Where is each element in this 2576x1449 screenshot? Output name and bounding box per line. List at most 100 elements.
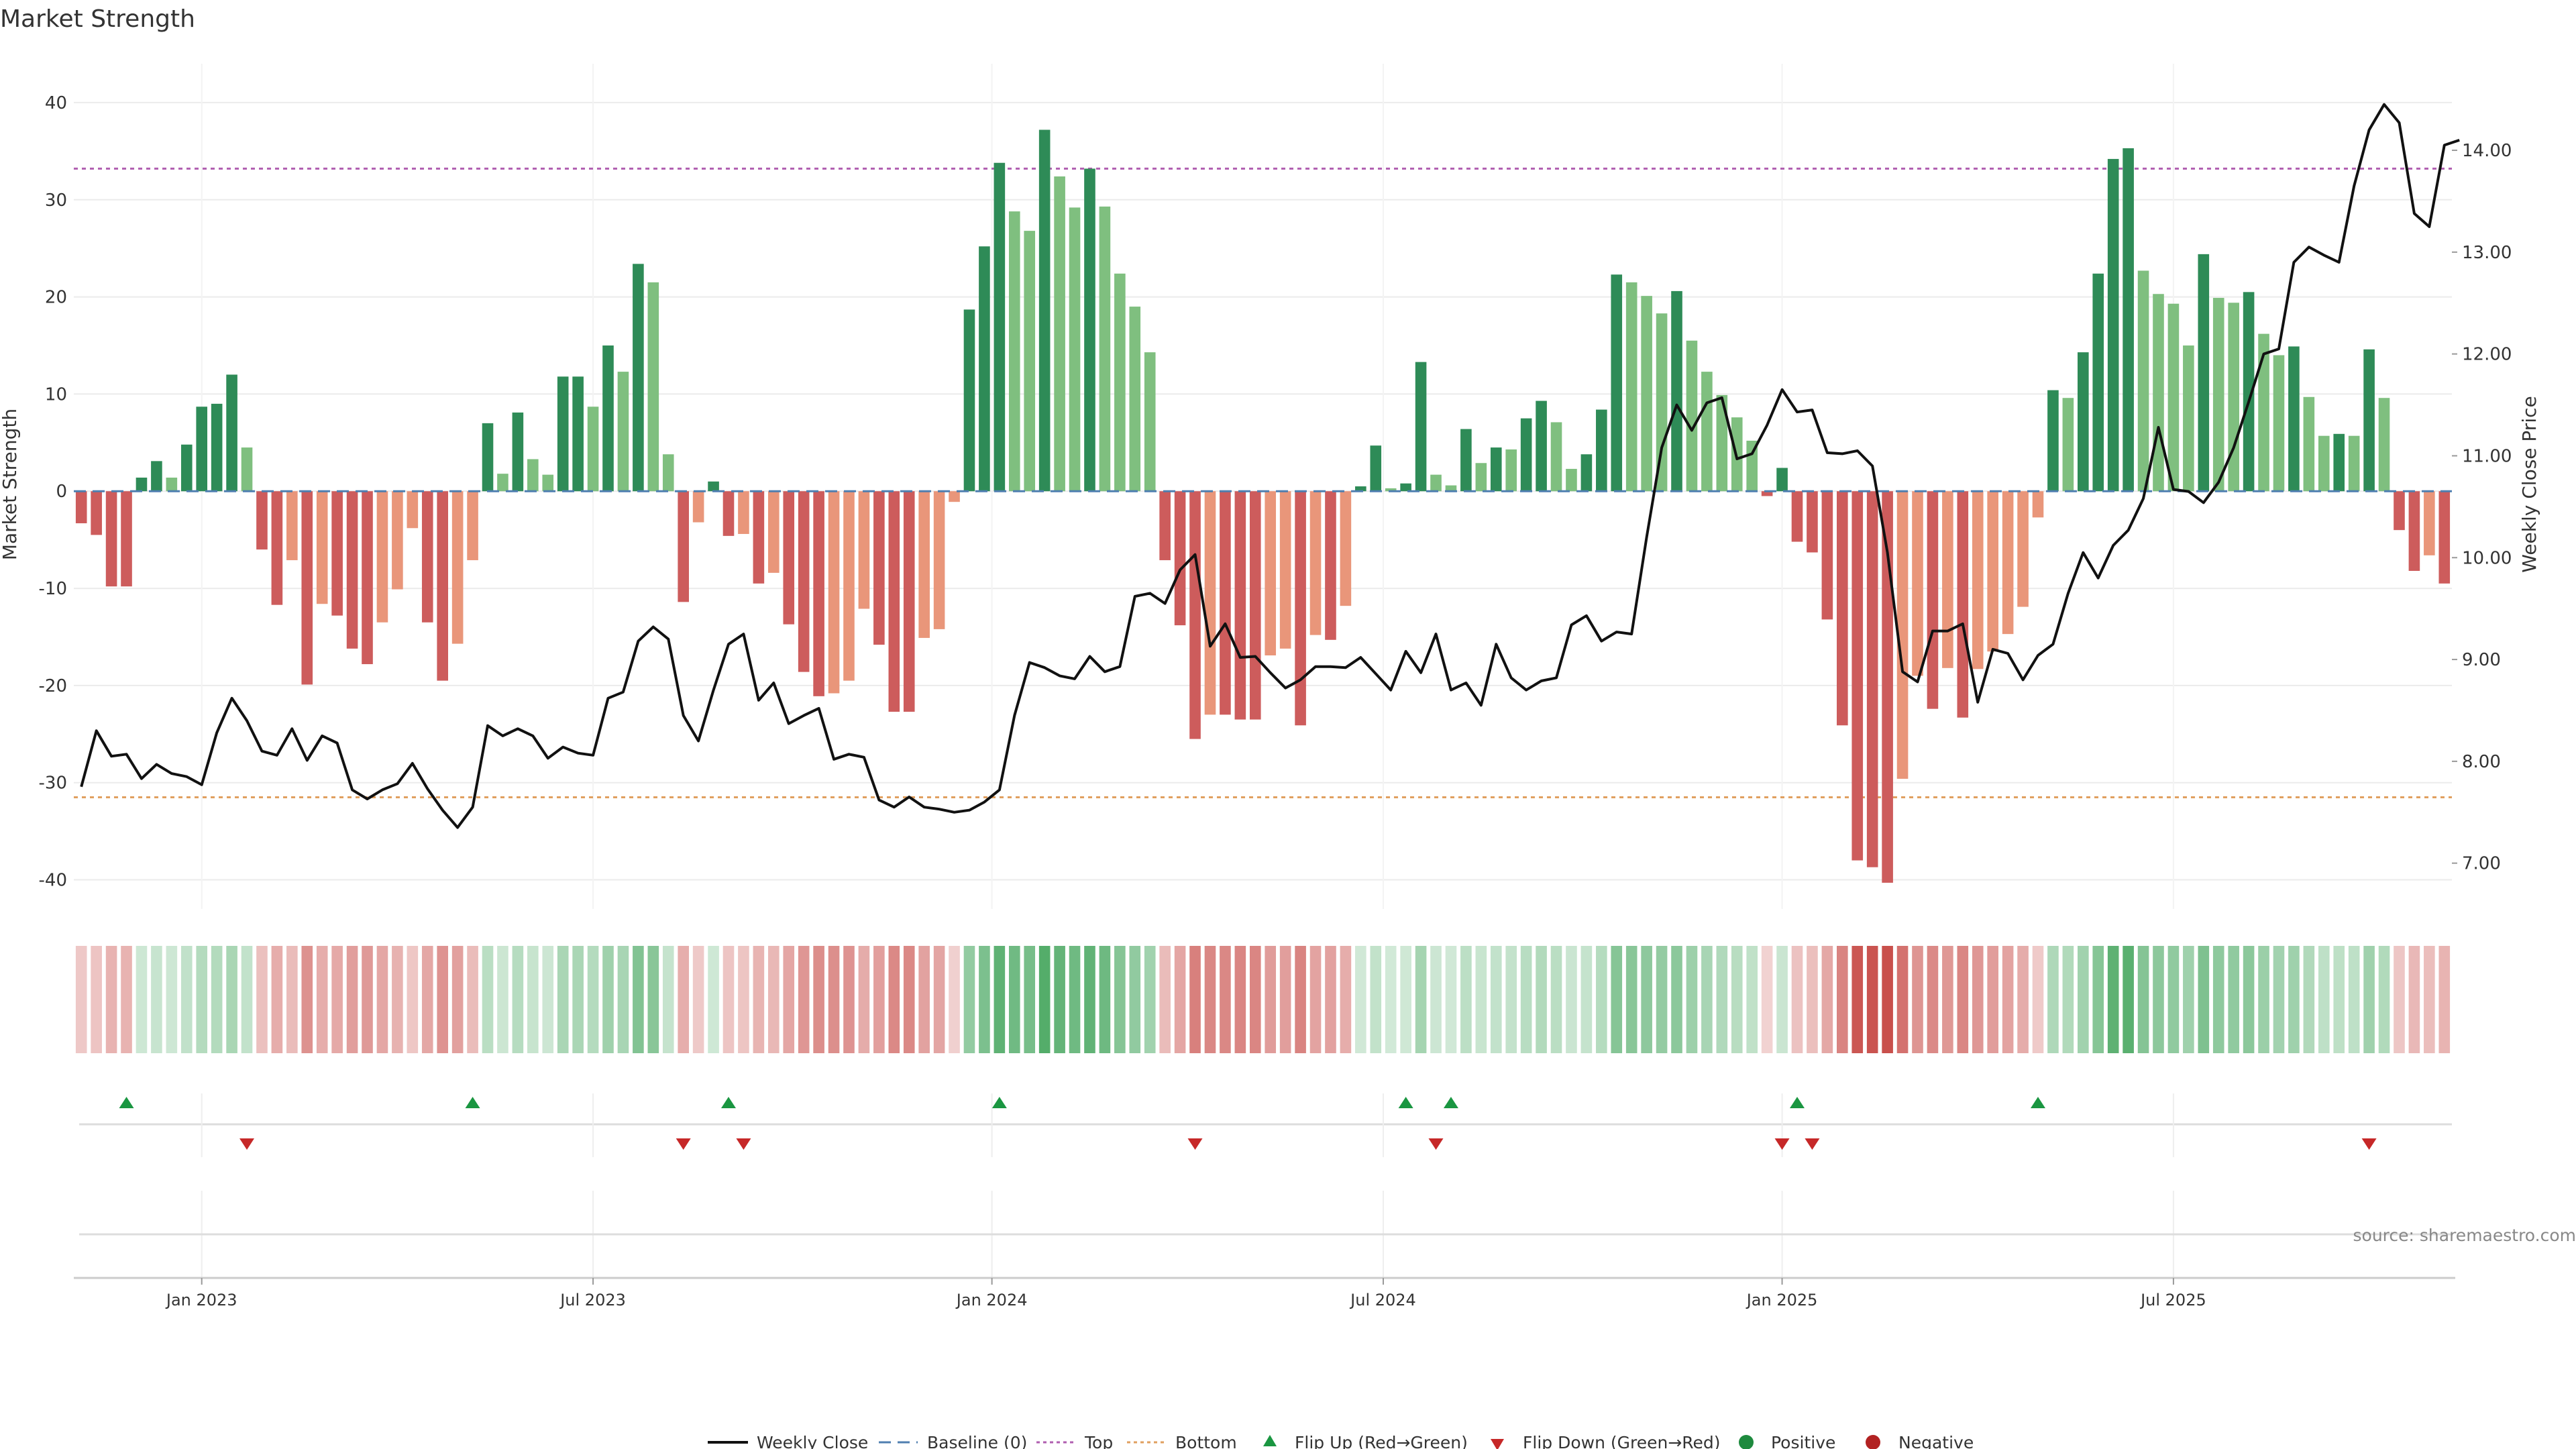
strength-bar: [166, 477, 178, 492]
heat-cell: [331, 946, 343, 1053]
strength-bar: [1174, 491, 1186, 626]
strength-bar: [542, 474, 554, 492]
strength-bar: [256, 491, 268, 550]
heat-cell: [572, 946, 584, 1053]
strength-bar: [136, 477, 148, 492]
heat-cell: [1580, 946, 1593, 1053]
heat-cell: [1851, 946, 1864, 1053]
heat-cell: [1520, 946, 1532, 1053]
heat-cell: [2062, 946, 2074, 1053]
heat-cell: [783, 946, 795, 1053]
heat-cell: [301, 946, 313, 1053]
strength-bar: [1309, 491, 1322, 635]
strength-bar: [2167, 303, 2180, 492]
strength-bar: [783, 491, 795, 625]
heat-cell: [121, 946, 132, 1053]
flip-up-marker: [1443, 1097, 1458, 1108]
strength-bar: [241, 447, 253, 492]
strength-bar: [2107, 158, 2119, 492]
right-y-tick-label: 8.00: [2462, 752, 2501, 772]
heat-cell: [467, 946, 478, 1053]
legend-bottom: Bottom: [1127, 1433, 1237, 1449]
strength-bar: [1716, 394, 1728, 492]
heat-cell: [316, 946, 328, 1053]
heat-cell: [2123, 946, 2134, 1053]
heat-cell: [2212, 946, 2224, 1053]
heat-cell: [888, 946, 900, 1053]
strength-bar: [1355, 486, 1366, 492]
heat-cell: [1265, 946, 1277, 1053]
left-y-tick-label: 20: [45, 288, 67, 308]
heat-cell: [617, 946, 629, 1053]
heat-cell: [2137, 946, 2149, 1053]
strength-bar: [1807, 491, 1818, 553]
heat-cell: [1295, 946, 1306, 1053]
heat-cell: [1008, 946, 1020, 1053]
strength-bar: [1625, 282, 1638, 492]
legend-flip-up-label: Flip Up (Red→Green): [1295, 1433, 1468, 1449]
strength-bar: [873, 491, 885, 645]
heat-cell: [738, 946, 749, 1053]
strength-bar: [2228, 303, 2239, 492]
strength-bar: [662, 454, 674, 492]
x-tick-label: Jul 2023: [559, 1291, 626, 1309]
heat-cell: [1761, 946, 1773, 1053]
heat-cell: [1445, 946, 1457, 1053]
strength-bar: [722, 491, 735, 536]
heat-cell: [1490, 946, 1502, 1053]
strength-bar: [1340, 491, 1352, 606]
strength-bar: [2408, 491, 2420, 571]
right-y-ticks: 14.00 13.00 12.00 11.00 10.00 9.00 8.00 7.00: [2452, 141, 2512, 874]
strength-bar: [1234, 491, 1246, 720]
heat-cell: [1038, 946, 1051, 1053]
strength-bar: [2153, 294, 2164, 492]
strength-bar: [888, 491, 900, 712]
strength-bar: [617, 372, 629, 492]
heat-cell: [1701, 946, 1713, 1053]
left-y-tick-label: 40: [45, 93, 67, 113]
heat-strip: [75, 946, 2451, 1053]
heat-cell: [662, 946, 674, 1053]
strength-bar: [557, 376, 569, 492]
legend-bottom-label: Bottom: [1175, 1433, 1237, 1449]
strength-bar: [2123, 148, 2134, 492]
strength-bar: [1791, 491, 1803, 542]
left-y-ticks: 40 30 20 10 0 -10 -20 -30 -40: [39, 93, 67, 891]
heat-cell: [1987, 946, 1998, 1053]
heat-cell: [2198, 946, 2210, 1053]
legend-positive-icon: [1739, 1435, 1754, 1449]
heat-cell: [1776, 946, 1788, 1053]
flip-down-marker: [2361, 1138, 2377, 1150]
heat-cell: [933, 946, 945, 1053]
heat-cell: [166, 946, 178, 1053]
heat-cell: [2363, 946, 2375, 1053]
strength-bar: [196, 407, 208, 492]
heat-cell: [1415, 946, 1427, 1053]
strength-bar: [1430, 474, 1442, 492]
strength-bar: [1927, 491, 1939, 709]
heat-cell: [1746, 946, 1758, 1053]
strength-bar: [2092, 273, 2104, 492]
heat-cell: [1340, 946, 1352, 1053]
strength-bars: [75, 129, 2451, 883]
x-tick-label: Jul 2024: [1349, 1291, 1416, 1309]
strength-bar: [1671, 290, 1682, 492]
legend-flip-up-icon: [1263, 1435, 1277, 1446]
heat-cell: [1024, 946, 1036, 1053]
legend-positive-label: Positive: [1771, 1433, 1835, 1449]
heat-cell: [903, 946, 915, 1053]
strength-bar: [1912, 491, 1923, 676]
strength-bar: [2017, 491, 2029, 607]
strength-bar: [1159, 491, 1171, 561]
heat-cell: [798, 946, 810, 1053]
heat-cell: [362, 946, 373, 1053]
heat-cell: [858, 946, 870, 1053]
heat-cell: [1596, 946, 1607, 1053]
left-y-tick-label: -20: [39, 676, 67, 696]
heat-cell: [1189, 946, 1201, 1053]
strength-bar: [2032, 491, 2044, 518]
heat-cell: [1234, 946, 1246, 1053]
heat-cell: [1972, 946, 1984, 1053]
heat-cell: [2228, 946, 2239, 1053]
strength-bar: [768, 491, 780, 573]
